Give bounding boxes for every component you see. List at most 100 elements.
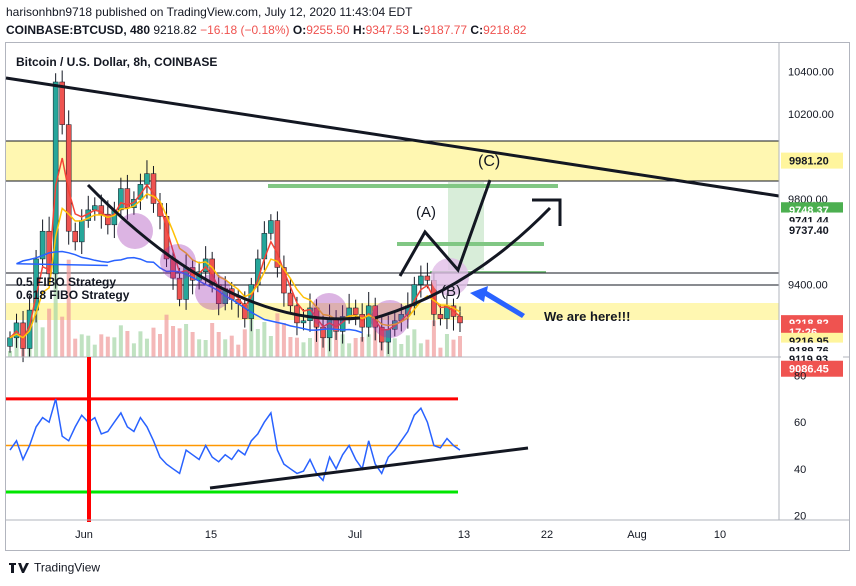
volume-bar [158, 334, 162, 357]
price-label-box [781, 222, 843, 239]
volume-bar [164, 314, 169, 357]
volume-bar [99, 334, 104, 357]
rsi-tick-label: 20 [794, 510, 806, 522]
rsi-axis[interactable]: 80 60 40 20 [794, 371, 806, 523]
volume-bar [308, 338, 312, 357]
volume-bar [275, 313, 280, 357]
chart-frame[interactable] [5, 42, 850, 551]
symbol-quote-line: COINBASE:BTCUSD, 480 9218.82 −16.18 (−0.… [6, 23, 526, 37]
volume-bar [268, 336, 273, 357]
time-tick-label: 10 [714, 529, 726, 541]
publisher-line: harisonhbn9718 published on TradingView.… [6, 5, 413, 19]
rsi-tick-label: 40 [794, 464, 806, 476]
price-label-text: 9981.20 [789, 156, 829, 168]
candle-body [202, 258, 209, 272]
candle-body [59, 81, 65, 125]
accumulation-circle [195, 274, 231, 310]
close-label: C: [470, 23, 484, 37]
price-label-box [781, 152, 843, 169]
volume-bar [92, 344, 97, 357]
volume-bar [60, 316, 65, 357]
volume-bar [34, 305, 39, 357]
wave-abc-path [398, 179, 492, 277]
rsi-tick-label: 80 [794, 371, 806, 383]
price-tick-label: 10400.00 [788, 66, 834, 78]
candle-body [92, 205, 98, 211]
projection-box [448, 182, 484, 270]
open-label: O: [292, 23, 307, 37]
wave-label-c: (C) [478, 153, 500, 170]
close-value: 9218.82 [483, 23, 527, 37]
volume-bar [360, 337, 365, 357]
volume-bar [79, 334, 84, 357]
volume-bar [151, 327, 156, 357]
volume-bar [223, 339, 228, 357]
volume-bar [197, 339, 202, 357]
rsi-pane [6, 397, 461, 494]
volume-bar [171, 326, 176, 357]
price-label-box [781, 360, 843, 377]
candle-body [378, 326, 385, 343]
volume-bar [458, 336, 462, 357]
rsi-support-trendline [209, 446, 529, 490]
wave-label-b: (B) [441, 283, 461, 300]
volume-bar [418, 343, 423, 357]
volume-bar [347, 343, 352, 357]
rsi-line [9, 398, 461, 482]
candle-body [307, 307, 313, 322]
symbol-name[interactable]: COINBASE:BTCUSD, 480 [6, 23, 151, 37]
volume-bar [112, 337, 117, 357]
volume-bar [210, 323, 215, 357]
volume-bar [144, 338, 149, 357]
volume-bar [86, 335, 91, 357]
price-axis[interactable]: 10400.0010200.009800.009400.009981.20974… [781, 66, 843, 377]
volume-bar [262, 322, 267, 357]
volume-bar [236, 344, 241, 357]
candle-body [242, 303, 248, 319]
candle-body [215, 284, 222, 304]
fibo-label-05: 0.5 FIBO Strategy [16, 275, 116, 289]
volume-bar [190, 332, 195, 357]
time-tick-label: Aug [627, 529, 647, 541]
cup-right-side [374, 206, 552, 320]
candle-body [78, 220, 85, 243]
volume-bar [373, 327, 378, 357]
time-tick-label: 15 [205, 529, 217, 541]
time-tick-label: Jul [348, 529, 362, 541]
cup-arrow-head [532, 198, 562, 226]
footer-brand[interactable]: TradingView [8, 560, 100, 577]
last-price: 9218.82 [153, 23, 197, 37]
volume-bar [105, 336, 110, 357]
time-axis[interactable]: Jun 15 Jul 13 22 Aug 10 [75, 529, 726, 541]
time-tick-label: 13 [458, 529, 470, 541]
ma-long-line [16, 250, 363, 334]
candle-body [72, 230, 78, 243]
tradingview-logo-icon [8, 560, 30, 577]
price-change: −16.18 (−0.18%) [200, 23, 290, 37]
candle-body [418, 275, 424, 285]
volume-bar [451, 339, 456, 357]
volume-bar [249, 318, 254, 357]
price-label-text: 9737.40 [789, 225, 829, 237]
volume-bar [340, 334, 345, 357]
candle-body [105, 213, 111, 226]
time-tick-label: Jun [75, 529, 93, 541]
candle-body [118, 188, 124, 211]
candle-body [268, 220, 274, 234]
fibo-label-0618: 0.618 FIBO Strategy [16, 288, 130, 302]
volume-bar [184, 324, 189, 357]
low-label: L: [412, 23, 424, 37]
candle-body [287, 292, 294, 307]
volume-bar [353, 338, 358, 357]
volume-bar [131, 343, 136, 357]
volume-bar [301, 342, 306, 357]
volume-bar [229, 335, 234, 357]
candle-body [437, 314, 444, 319]
volume-bar [431, 320, 436, 357]
high-label: H: [352, 23, 366, 37]
candle-body [352, 307, 359, 315]
volume-bar [216, 332, 221, 357]
callout-arrow [470, 286, 525, 318]
volume-bar [392, 338, 397, 357]
